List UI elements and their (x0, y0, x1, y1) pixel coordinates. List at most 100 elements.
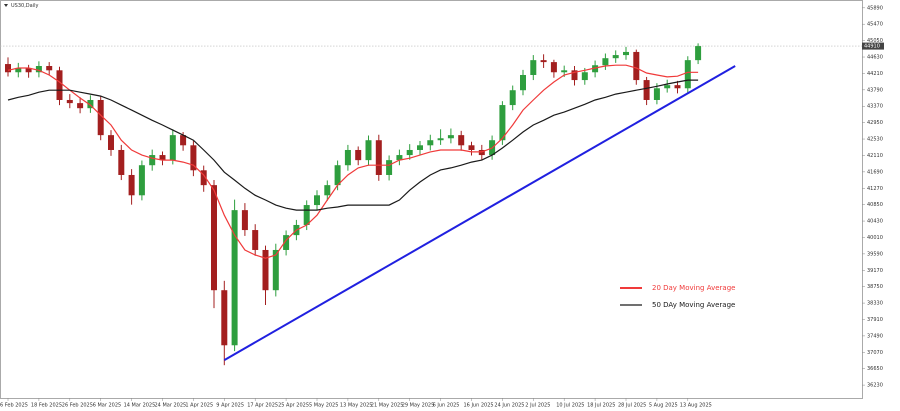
candle-body (200, 170, 207, 186)
candle-body (118, 149, 125, 175)
candle-body (355, 149, 362, 161)
y-tick-label: 39170 (867, 268, 883, 274)
candle-body (87, 99, 94, 109)
x-tick-label: 6 Jun 2025 (433, 403, 460, 409)
candle-body (674, 85, 681, 89)
candle-body (314, 195, 320, 206)
trendline (223, 65, 736, 361)
y-tick-label: 37910 (867, 317, 883, 323)
candle-body (478, 149, 485, 156)
x-tick-label: 17 Apr 2025 (247, 403, 278, 409)
candle-body (303, 205, 310, 225)
candle-body (190, 145, 197, 171)
y-tick-label: 41690 (867, 169, 883, 175)
legend-label: 50 DAy Moving Average (652, 301, 735, 309)
moving-average-line (7, 79, 699, 211)
candle-body (324, 185, 331, 196)
x-tick-label: 18 Jul 2025 (587, 403, 615, 409)
x-tick-label: 2 Jul 2025 (525, 403, 550, 409)
x-tick-label: 29 May 2025 (402, 403, 435, 409)
candle-body (602, 58, 609, 66)
y-tick-label: 36230 (867, 383, 883, 389)
x-tick-label: 24 Jun 2025 (494, 403, 524, 409)
chart-title: US30,Daily (11, 3, 38, 9)
x-tick-label: 6 Feb 2025 (0, 403, 28, 409)
candle-body (468, 145, 475, 150)
y-tick-label: 40850 (867, 202, 883, 208)
candle-body (581, 72, 588, 81)
candle-body (458, 135, 465, 146)
candle-body (386, 160, 393, 175)
moving-average-line (7, 64, 699, 259)
y-tick-label: 36650 (867, 366, 883, 372)
candle-body (108, 135, 114, 150)
y-tick-label: 45050 (867, 38, 883, 44)
candle-body (211, 185, 217, 291)
candle-body (437, 138, 444, 141)
x-tick-label: 13 May 2025 (340, 403, 373, 409)
y-tick-label: 38750 (867, 284, 883, 290)
candle-body (97, 99, 104, 136)
candle-body (427, 140, 434, 146)
y-tick-label: 37490 (867, 333, 883, 339)
y-tick-label: 44210 (867, 71, 883, 77)
candle-body (221, 290, 228, 346)
candle-body (128, 174, 135, 196)
candle-body (530, 60, 537, 75)
x-tick-label: 5 Aug 2025 (649, 403, 678, 409)
x-tick-label: 21 May 2025 (371, 403, 404, 409)
candle-body (231, 210, 238, 346)
candle-body (283, 235, 290, 250)
last-price-label: 44910 (864, 44, 880, 50)
candle-body (417, 145, 423, 150)
candle-body (138, 165, 145, 196)
y-tick-label: 44630 (867, 55, 883, 61)
candle-body (406, 149, 413, 156)
x-tick-label: 9 Apr 2025 (216, 403, 244, 409)
x-tick-label: 13 Aug 2025 (680, 403, 712, 409)
candle-body (35, 66, 42, 73)
y-tick-label: 40010 (867, 235, 883, 241)
candle-body (169, 135, 176, 161)
candle-body (396, 155, 403, 161)
candle-body (550, 62, 557, 73)
x-tick-label: 14 Mar 2025 (124, 403, 156, 409)
candle-body (252, 230, 259, 250)
x-tick-label: 10 Jul 2025 (556, 403, 584, 409)
candle-body (77, 103, 84, 109)
x-tick-label: 28 Jul 2025 (618, 403, 646, 409)
last-price-box (862, 42, 884, 50)
candle-body (66, 99, 73, 104)
title-arrow (4, 4, 8, 7)
x-tick-label: 25 Apr 2025 (278, 403, 309, 409)
y-tick-label: 37070 (867, 350, 883, 356)
legend-label: 20 Day Moving Average (652, 284, 735, 292)
y-tick-label: 43790 (867, 87, 883, 93)
candle-body (272, 249, 279, 291)
candle-body (561, 70, 568, 73)
candle-body (15, 67, 22, 73)
y-tick-label: 42110 (867, 153, 883, 159)
candle-body (149, 155, 156, 166)
y-tick-label: 41270 (867, 186, 883, 192)
candle-body (25, 67, 32, 73)
candle-body (643, 80, 650, 100)
candle-body (695, 46, 702, 61)
x-tick-label: 6 Mar 2025 (93, 403, 122, 409)
x-tick-label: 26 Feb 2025 (62, 403, 93, 409)
candle-body (684, 60, 691, 89)
x-tick-label: 1 Apr 2025 (185, 403, 213, 409)
candle-body (46, 66, 53, 71)
candle-body (159, 155, 166, 161)
y-tick-label: 42530 (867, 137, 883, 143)
y-tick-label: 38330 (867, 301, 883, 307)
candle-body (520, 74, 526, 91)
candle-body (592, 65, 599, 73)
candle-body (653, 88, 660, 100)
candle-body (334, 165, 341, 186)
candle-body (375, 140, 382, 175)
candle-body (447, 135, 454, 139)
candle-body (623, 51, 629, 56)
